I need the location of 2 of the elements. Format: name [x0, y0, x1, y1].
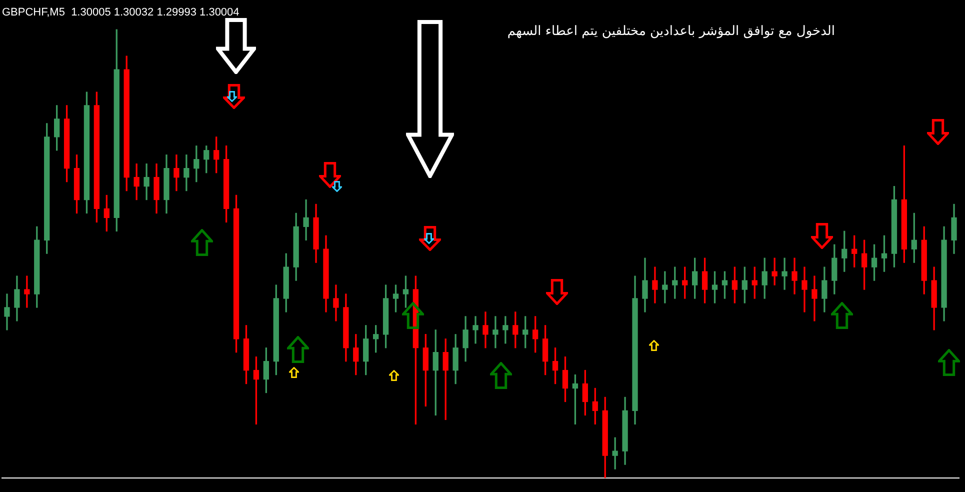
- annotation: الدخول مع توافق المؤشر باعدادين مختلفين يتم اعطاء السهم: [507, 24, 835, 39]
- chart-title: GBPCHF,M5 1.30005 1.30032 1.29993 1.30004: [2, 6, 240, 19]
